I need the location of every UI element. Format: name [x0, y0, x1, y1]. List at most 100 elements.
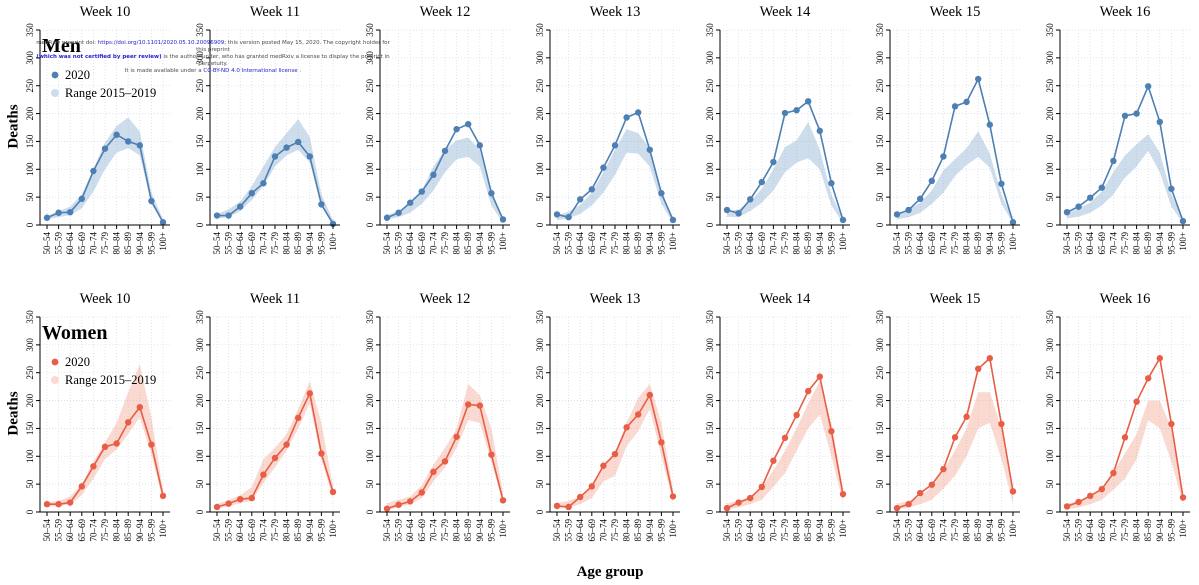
svg-text:85–89: 85–89 — [633, 232, 643, 255]
series-points-2020 — [553, 391, 677, 511]
svg-text:100: 100 — [195, 449, 205, 463]
svg-text:350: 350 — [195, 23, 205, 37]
y-tick-labels: 0 50 100 150 200 250 300 350 — [705, 23, 715, 228]
x-axis-label: Age group — [576, 564, 644, 580]
axes — [36, 29, 170, 229]
panel-men-week-10: 0 50 100 150 200 250 300 350 50–54 55–59 60–64 65–6… — [25, 4, 170, 255]
axes — [376, 29, 510, 229]
svg-text:100+: 100+ — [1178, 519, 1188, 538]
svg-text:55–59: 55–59 — [394, 232, 404, 255]
svg-text:200: 200 — [195, 393, 205, 407]
x-tick-labels: 50–54 55–59 60–64 65–69 70–74 75–79 80–84 85–89… — [1062, 232, 1188, 255]
doi-link[interactable]: https://doi.org/10.1101/2020.05.10.20096… — [97, 40, 225, 46]
svg-text:200: 200 — [195, 106, 205, 120]
svg-text:200: 200 — [705, 393, 715, 407]
svg-text:65–69: 65–69 — [927, 232, 937, 255]
svg-text:250: 250 — [705, 78, 715, 92]
axes — [206, 316, 340, 516]
svg-text:90–94: 90–94 — [475, 232, 485, 255]
svg-text:95–99: 95–99 — [316, 519, 326, 542]
watermark-text: medRxiv preprint doi: — [36, 40, 98, 46]
svg-text:100: 100 — [25, 162, 35, 176]
svg-text:150: 150 — [365, 421, 375, 435]
svg-text:350: 350 — [25, 23, 35, 37]
svg-text:150: 150 — [535, 421, 545, 435]
svg-text:250: 250 — [365, 78, 375, 92]
svg-text:55–59: 55–59 — [564, 232, 574, 255]
series-points-2020 — [723, 373, 847, 512]
svg-text:350: 350 — [705, 23, 715, 37]
svg-text:60–64: 60–64 — [745, 232, 755, 255]
y-tick-labels: 0 50 100 150 200 250 300 350 — [535, 23, 545, 228]
svg-text:60–64: 60–64 — [65, 519, 75, 542]
svg-text:75–79: 75–79 — [440, 232, 450, 255]
svg-text:150: 150 — [875, 421, 885, 435]
svg-text:250: 250 — [1045, 365, 1055, 379]
svg-text:85–89: 85–89 — [293, 519, 303, 542]
svg-text:250: 250 — [25, 365, 35, 379]
svg-text:150: 150 — [25, 134, 35, 148]
legend-marker-2020 — [51, 358, 59, 366]
svg-text:65–69: 65–69 — [1097, 519, 1107, 542]
svg-text:100+: 100+ — [158, 519, 168, 538]
svg-text:90–94: 90–94 — [815, 519, 825, 542]
svg-text:100+: 100+ — [1008, 519, 1018, 538]
axes — [546, 29, 680, 229]
peer-review-link[interactable]: (which was not certified by peer review) — [36, 54, 162, 60]
svg-text:100+: 100+ — [498, 232, 508, 251]
x-tick-labels: 50–54 55–59 60–64 65–69 70–74 75–79 80–84 85–89… — [1062, 519, 1188, 542]
svg-text:350: 350 — [1045, 23, 1055, 37]
svg-text:0: 0 — [705, 509, 715, 514]
panel-men-week-14: 0 50 100 150 200 250 300 350 50–54 55–59 60–64 65–6… — [705, 4, 850, 255]
y-tick-labels: 0 50 100 150 200 250 300 350 — [1045, 310, 1055, 515]
series-points-2020 — [1063, 83, 1187, 225]
svg-text:55–59: 55–59 — [1074, 232, 1084, 255]
svg-text:55–59: 55–59 — [54, 232, 64, 255]
x-tick-labels: 50–54 55–59 60–64 65–69 70–74 75–79 80–84 85–89… — [722, 519, 848, 542]
y-tick-labels: 0 50 100 150 200 250 300 350 — [875, 23, 885, 228]
svg-text:100: 100 — [535, 449, 545, 463]
axes — [376, 316, 510, 516]
svg-text:60–64: 60–64 — [575, 519, 585, 542]
x-tick-labels: 50–54 55–59 60–64 65–69 70–74 75–79 80–84 85–89… — [212, 519, 338, 542]
svg-text:350: 350 — [365, 310, 375, 324]
svg-text:60–64: 60–64 — [1085, 519, 1095, 542]
range-band — [557, 383, 673, 509]
panel-men-week-16: 0 50 100 150 200 250 300 350 50–54 55–59 60–64 65–6… — [1045, 4, 1190, 255]
svg-text:80–84: 80–84 — [282, 232, 292, 255]
license-link[interactable]: CC-BY-ND 4.0 International license — [203, 68, 298, 74]
series-points-2020 — [893, 355, 1017, 512]
svg-text:50: 50 — [1045, 479, 1055, 489]
range-band — [47, 364, 163, 507]
svg-text:50: 50 — [875, 192, 885, 202]
panel-title: Week 12 — [420, 4, 471, 20]
svg-text:0: 0 — [25, 222, 35, 227]
svg-text:100: 100 — [875, 162, 885, 176]
series-points-2020 — [213, 390, 337, 511]
svg-text:300: 300 — [1045, 338, 1055, 352]
group-label-men: Men — [42, 35, 81, 57]
svg-text:300: 300 — [875, 51, 885, 65]
gridlines — [380, 316, 510, 512]
svg-text:55–59: 55–59 — [904, 519, 914, 542]
series-points-2020 — [383, 401, 507, 512]
svg-text:95–99: 95–99 — [316, 232, 326, 255]
panel-title: Week 14 — [760, 4, 812, 20]
svg-text:55–59: 55–59 — [734, 519, 744, 542]
svg-text:50–54: 50–54 — [212, 519, 222, 542]
svg-text:250: 250 — [1045, 78, 1055, 92]
range-band — [387, 383, 503, 510]
legend-marker-range — [51, 376, 59, 384]
svg-text:65–69: 65–69 — [247, 232, 257, 255]
panel-women-week-16: 0 50 100 150 200 250 300 350 50–54 55–59 60–64 65–6… — [1045, 291, 1190, 542]
gridlines — [1060, 29, 1190, 225]
svg-text:80–84: 80–84 — [622, 519, 632, 542]
svg-text:0: 0 — [195, 222, 205, 227]
svg-text:50: 50 — [365, 192, 375, 202]
svg-text:100: 100 — [365, 449, 375, 463]
svg-text:80–84: 80–84 — [792, 232, 802, 255]
svg-text:100+: 100+ — [668, 519, 678, 538]
svg-text:50–54: 50–54 — [42, 519, 52, 542]
svg-text:150: 150 — [1045, 134, 1055, 148]
svg-text:200: 200 — [25, 106, 35, 120]
